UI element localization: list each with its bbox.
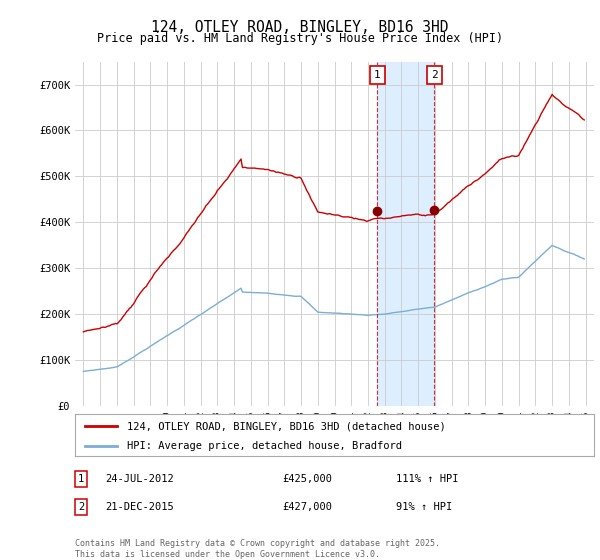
Text: 2: 2 bbox=[78, 502, 84, 512]
Text: 1: 1 bbox=[78, 474, 84, 484]
Text: HPI: Average price, detached house, Bradford: HPI: Average price, detached house, Brad… bbox=[127, 441, 402, 451]
Text: Price paid vs. HM Land Registry's House Price Index (HPI): Price paid vs. HM Land Registry's House … bbox=[97, 32, 503, 45]
Text: 111% ↑ HPI: 111% ↑ HPI bbox=[396, 474, 458, 484]
Text: 2: 2 bbox=[431, 71, 438, 81]
Text: 91% ↑ HPI: 91% ↑ HPI bbox=[396, 502, 452, 512]
Text: £427,000: £427,000 bbox=[282, 502, 332, 512]
Text: £425,000: £425,000 bbox=[282, 474, 332, 484]
Text: 21-DEC-2015: 21-DEC-2015 bbox=[105, 502, 174, 512]
Text: Contains HM Land Registry data © Crown copyright and database right 2025.
This d: Contains HM Land Registry data © Crown c… bbox=[75, 539, 440, 559]
Text: 124, OTLEY ROAD, BINGLEY, BD16 3HD (detached house): 124, OTLEY ROAD, BINGLEY, BD16 3HD (deta… bbox=[127, 421, 446, 431]
Text: 24-JUL-2012: 24-JUL-2012 bbox=[105, 474, 174, 484]
Text: 1: 1 bbox=[374, 71, 381, 81]
Bar bbox=[377, 62, 434, 406]
Text: 124, OTLEY ROAD, BINGLEY, BD16 3HD: 124, OTLEY ROAD, BINGLEY, BD16 3HD bbox=[151, 20, 449, 35]
